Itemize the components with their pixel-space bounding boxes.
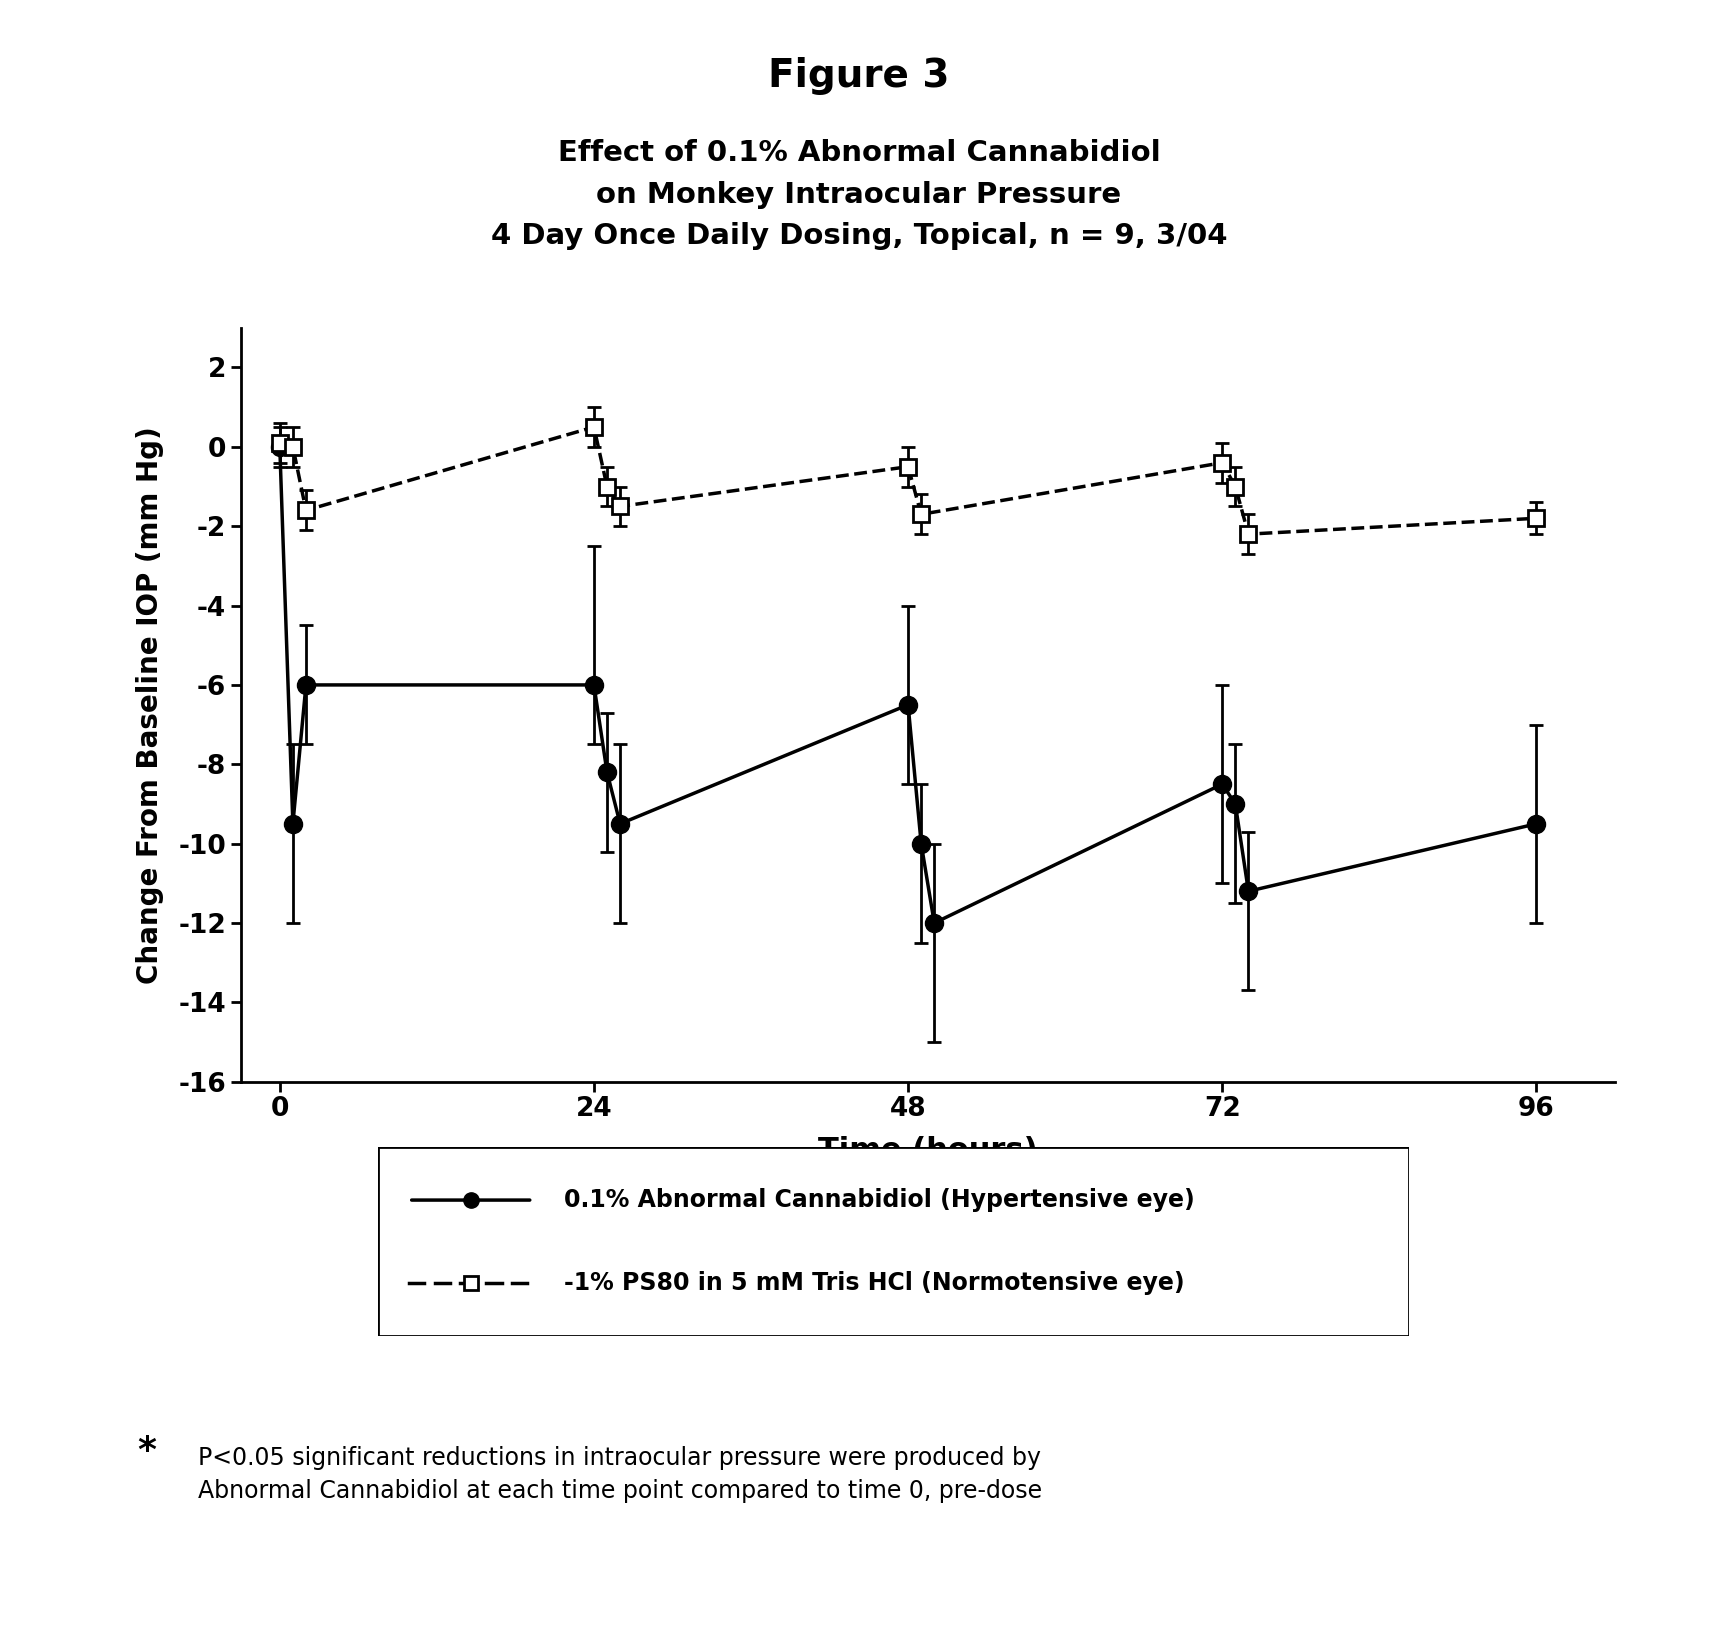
Y-axis label: Change From Baseline IOP (mm Hg): Change From Baseline IOP (mm Hg) <box>136 426 165 983</box>
Text: -1% PS80 in 5 mM Tris HCl (Normotensive eye): -1% PS80 in 5 mM Tris HCl (Normotensive … <box>564 1270 1184 1295</box>
Text: Effect of 0.1% Abnormal Cannabidiol
on Monkey Intraocular Pressure
4 Day Once Da: Effect of 0.1% Abnormal Cannabidiol on M… <box>491 139 1227 249</box>
Text: 0.1% Abnormal Cannabidiol (Hypertensive eye): 0.1% Abnormal Cannabidiol (Hypertensive … <box>564 1188 1194 1213</box>
Text: P<0.05 significant reductions in intraocular pressure were produced by
Abnormal : P<0.05 significant reductions in intraoc… <box>198 1446 1041 1503</box>
Text: Figure 3: Figure 3 <box>768 57 950 95</box>
FancyBboxPatch shape <box>378 1147 1409 1336</box>
X-axis label: Time (hours): Time (hours) <box>818 1136 1038 1165</box>
Text: *: * <box>137 1434 156 1469</box>
